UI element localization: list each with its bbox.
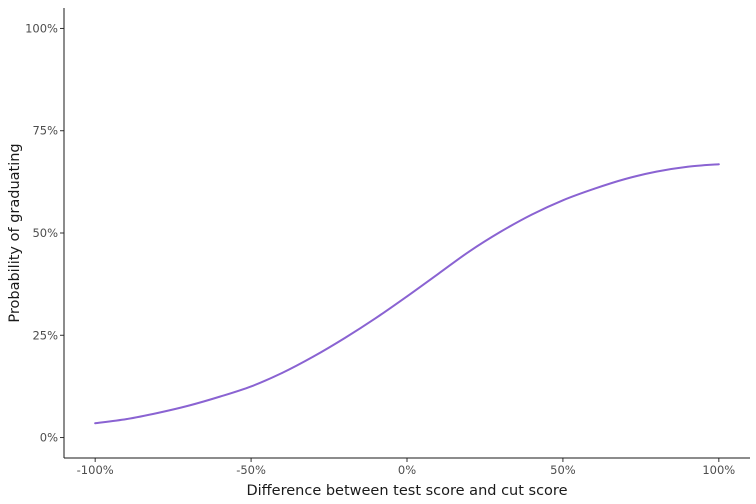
series-point: [343, 337, 346, 339]
y-axis-title: Probability of graduating: [7, 143, 23, 322]
series-point: [281, 372, 284, 374]
y-tick-label: 75%: [32, 124, 58, 138]
series-point: [406, 295, 408, 298]
series-point: [94, 422, 96, 425]
series-point: [530, 213, 533, 216]
x-tick-label: -100%: [77, 463, 114, 477]
y-tick-label: 50%: [32, 226, 58, 240]
series-point: [562, 199, 564, 202]
series-point: [437, 273, 439, 275]
series-point: [156, 412, 159, 414]
y-tick-label: 0%: [40, 431, 58, 445]
x-axis-title: Difference between test score and cut sc…: [246, 483, 567, 499]
series-point: [312, 355, 315, 358]
y-tick-label: 100%: [25, 21, 58, 35]
series-point: [593, 188, 595, 190]
y-axis-ticks: 0% 25% 50% 75% 100%: [25, 21, 64, 445]
series-layer: [94, 163, 720, 425]
series-point: [686, 165, 689, 168]
series-point: [187, 404, 190, 407]
x-tick-label: 0%: [398, 463, 416, 477]
x-tick-label: 100%: [702, 463, 735, 477]
x-tick-label: -50%: [236, 463, 266, 477]
series-point: [499, 230, 502, 233]
x-tick-label: 50%: [550, 463, 576, 477]
series-point: [125, 418, 128, 420]
series-point: [718, 163, 720, 166]
series-point: [624, 178, 627, 180]
series-point: [655, 170, 658, 173]
series-point: [219, 395, 221, 398]
series-point: [375, 317, 377, 319]
x-axis-ticks: -100% -50% 0% 50% 100%: [77, 458, 735, 477]
y-tick-label: 25%: [32, 328, 58, 342]
series-point: [468, 250, 471, 253]
series-point: [250, 385, 252, 388]
series-line: [94, 163, 720, 425]
